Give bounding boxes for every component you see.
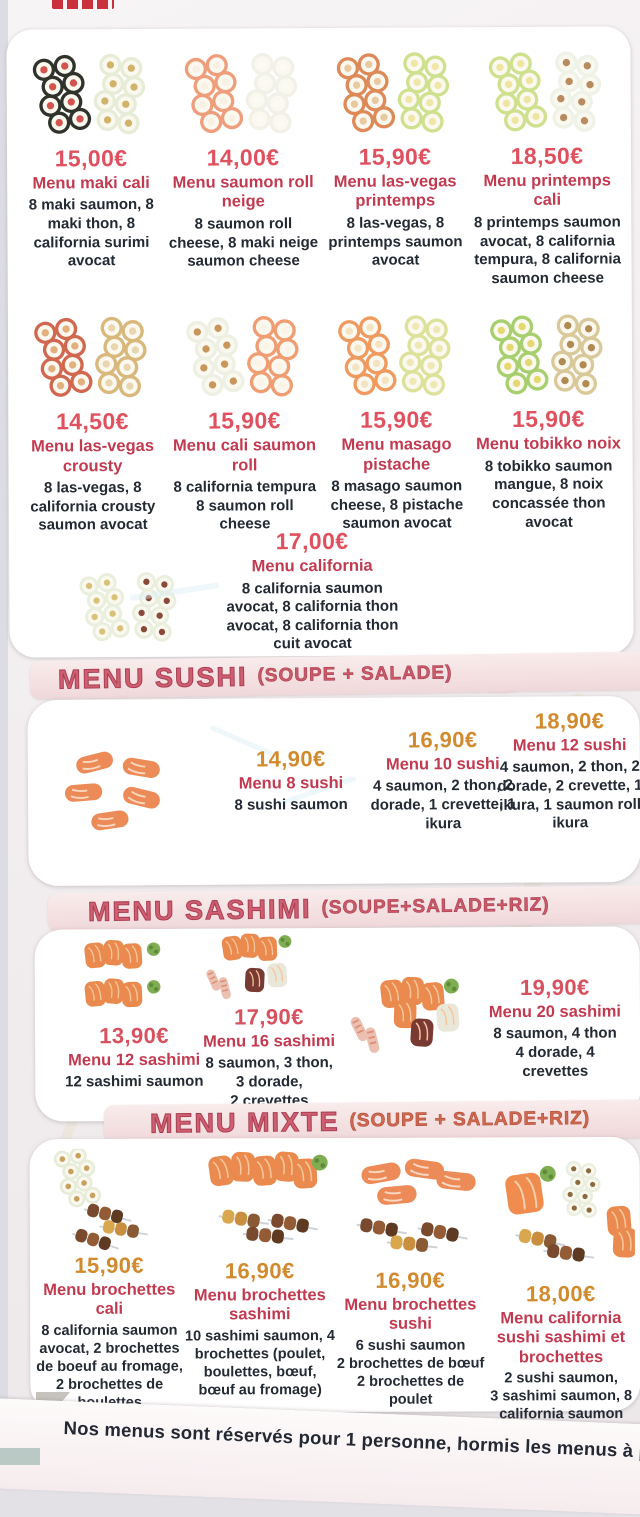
sashimi-16-photo [187, 930, 315, 1019]
menu-item-description: 4 saumon, 2 thon, 2 dorade, 2 crevette, … [497, 758, 640, 832]
menu-item-name: Menu maki cali [32, 173, 150, 193]
page-bottom-edge [0, 1448, 40, 1465]
menu-item-printemps-cali: 18,50€ Menu printemps cali 8 printemps s… [470, 40, 623, 288]
menu-item-tobikko-noix: 15,90€ Menu tobikko noix 8 tobikko saumo… [472, 304, 625, 534]
menu-item-photo [321, 41, 468, 144]
menu-item-description: 8 maki saumon, 8 maki thon, 8 california… [28, 196, 154, 270]
page-left-edge [0, 0, 8, 1465]
menu-item-description: 8 las-vegas, 8 california crousty saumon… [30, 479, 156, 534]
card-menu-mixte: 15,90€ Menu brochettes cali 8 california… [29, 1136, 640, 1495]
section-subtitle: (SOUPE + SALADE) [257, 662, 453, 687]
menu-item-description: 10 sashimi saumon, 4 brochettes (poulet,… [184, 1327, 335, 1399]
menu-item-name: Menu california sushi sashimi et brochet… [496, 1309, 626, 1367]
menu-item-masago-pistache: 15,90€ Menu masago pistache 8 masago sau… [320, 305, 473, 535]
menu-item-price: 15,90€ [74, 1252, 145, 1278]
menu-item-name: Menu brochettes cali [43, 1280, 176, 1319]
menu-item-brochettes-sashimi: 16,90€ Menu brochettes sashimi 10 sashim… [184, 1148, 336, 1498]
menu-item-description: 8 tobikko saumon mangue, 8 noix concassé… [484, 457, 613, 531]
menu-item-brochettes-cali: 15,90€ Menu brochettes cali 8 california… [34, 1147, 186, 1499]
menu-item-california-sushi-sashimi-brochettes: 18,00€ Menu california sushi sashimi et … [485, 1147, 637, 1497]
menu-item-price: 15,00€ [54, 145, 128, 172]
menu-item-price: 16,90€ [224, 1258, 295, 1284]
menu-item-name: Menu tobikko noix [476, 434, 622, 454]
menu-item-description: 6 sushi saumon 2 brochettes de bœuf 2 br… [336, 1337, 485, 1408]
menu-item-description: 8 masago saumon cheese, 8 pistache saumo… [330, 477, 464, 533]
menu-item-description: 8 saumon, 4 thon 4 dorade, 4 crevettes [493, 1025, 617, 1080]
menu-item-las-vegas-printemps: 15,90€ Menu las-vegas printemps 8 las-ve… [318, 41, 471, 289]
menu-item-description: 8 printemps saumon avocat, 8 california … [473, 213, 621, 287]
menu-item-name: Menu 20 sashimi [488, 1002, 622, 1022]
section-header-menu-sashimi: MENU SASHIMI (SOUPE+SALADE+RIZ) [47, 884, 640, 932]
section-subtitle: (SOUPE+SALADE+RIZ) [321, 894, 550, 919]
menu-item-photo [69, 559, 190, 656]
footer-note: Nos menus sont réservés pour 1 personne,… [63, 1417, 640, 1464]
menu-item-photo [475, 304, 622, 407]
cropped-top-header [52, 0, 114, 9]
section-title: MENU SASHIMI [87, 893, 312, 927]
menu-item-name: Menu 16 sashimi [203, 1032, 336, 1051]
menu-item-name: Menu masago pistache [341, 435, 452, 474]
menu-item-price: 18,00€ [525, 1281, 596, 1307]
menu-item-name: Menu brochettes sushi [344, 1295, 477, 1334]
menu-item-price: 18,50€ [510, 142, 584, 169]
menu-item-price: 14,00€ [206, 144, 280, 171]
menu-item-name: Menu las-vegas printemps [333, 172, 457, 211]
card-menu-sashimi: 13,90€ Menu 12 sashimi 12 sashimi saumon… [34, 926, 640, 1122]
menu-item-name: Menu 8 sushi [238, 773, 344, 793]
menu-item-description: 8 saumon roll cheese, 8 maki neige saumo… [168, 215, 319, 270]
menu-item-photo [19, 306, 166, 409]
menu-item-saumon-roll-neige: 14,00€ Menu saumon roll neige 8 saumon r… [166, 42, 319, 290]
menu-item-photo [323, 305, 470, 408]
menu-item-name: Menu las-vegas crousty [31, 437, 155, 476]
menu-item-price: 16,90€ [375, 1267, 446, 1293]
menu-item-8-sushi: 14,90€ Menu 8 sushi 8 sushi saumon [206, 746, 376, 816]
menu-item-photo [17, 43, 164, 146]
menu-item-photo [35, 1147, 183, 1254]
section-subtitle: (SOUPE + SALADE+RIZ) [349, 1107, 591, 1132]
menu-item-price: 17,90€ [234, 1004, 304, 1030]
menu-item-las-vegas-crousty: 14,50€ Menu las-vegas crousty 8 las-vega… [16, 306, 169, 536]
menu-item-brochettes-sushi: 16,90€ Menu brochettes sushi 6 sushi sau… [335, 1147, 487, 1497]
menu-item-maki-cali: 15,00€ Menu maki cali 8 maki saumon, 8 m… [14, 43, 167, 291]
menu-item-photo [185, 1148, 333, 1259]
menu-item-california: 17,00€ Menu california 8 california saum… [9, 526, 634, 655]
menu-item-price: 15,90€ [207, 407, 281, 434]
menu-item-price: 17,00€ [275, 527, 349, 555]
menu-item-photo [486, 1147, 637, 1282]
menu-item-name: Menu 12 sushi [512, 735, 627, 755]
menu-item-name: Menu brochettes sashimi [193, 1286, 326, 1324]
sashimi-12-photo [53, 935, 193, 1028]
menu-item-photo [336, 1147, 484, 1268]
menu-item-price: 19,90€ [519, 974, 590, 1001]
menu-item-price: 18,90€ [534, 708, 605, 734]
menu-item-description: 8 california saumon avocat, 8 california… [226, 579, 399, 653]
menu-item-name: Menu cali saumon roll [172, 436, 317, 475]
menu-item-price: 15,90€ [359, 406, 433, 434]
menu-item-name: Menu printemps cali [483, 171, 611, 210]
menu-item-description: 8 las-vegas, 8 printemps saumon avocat [328, 214, 463, 269]
menu-item-price: 14,50€ [55, 408, 129, 435]
section-title: MENU SUSHI [57, 661, 248, 695]
menu-item-photo [473, 40, 620, 143]
menu-item-photo [171, 305, 318, 408]
sushi-platter-photo [50, 727, 191, 852]
menu-item-cali-saumon-roll: 15,90€ Menu cali saumon roll 8 californi… [168, 305, 321, 535]
section-title: MENU MIXTE [149, 1106, 340, 1139]
menu-item-20-sashimi: 19,90€ Menu 20 sashimi 8 saumon, 4 thon … [477, 974, 634, 1081]
menu-item-price: 14,90€ [255, 746, 326, 772]
card-menu-sushi: 14,90€ Menu 8 sushi 8 sushi saumon 16,90… [27, 695, 640, 887]
sashimi-20-photo [323, 969, 494, 1072]
menu-item-name: Menu california [251, 556, 373, 576]
menu-item-price: 15,90€ [511, 405, 585, 433]
menu-item-name: Menu saumon roll neige [172, 173, 314, 211]
menu-item-description: 8 california tempura 8 saumon roll chees… [173, 478, 317, 533]
menu-item-16-sashimi: 17,90€ Menu 16 sashimi 8 saumon, 3 thon,… [183, 1004, 356, 1111]
menu-item-photo [169, 42, 316, 145]
menu-item-description: 8 sushi saumon [234, 796, 348, 815]
menu-item-price: 15,90€ [358, 143, 432, 170]
menu-item-12-sushi: 18,90€ Menu 12 sushi 4 saumon, 2 thon, 2… [493, 708, 640, 834]
card-menus-cali: 15,00€ Menu maki cali 8 maki saumon, 8 m… [6, 26, 634, 658]
